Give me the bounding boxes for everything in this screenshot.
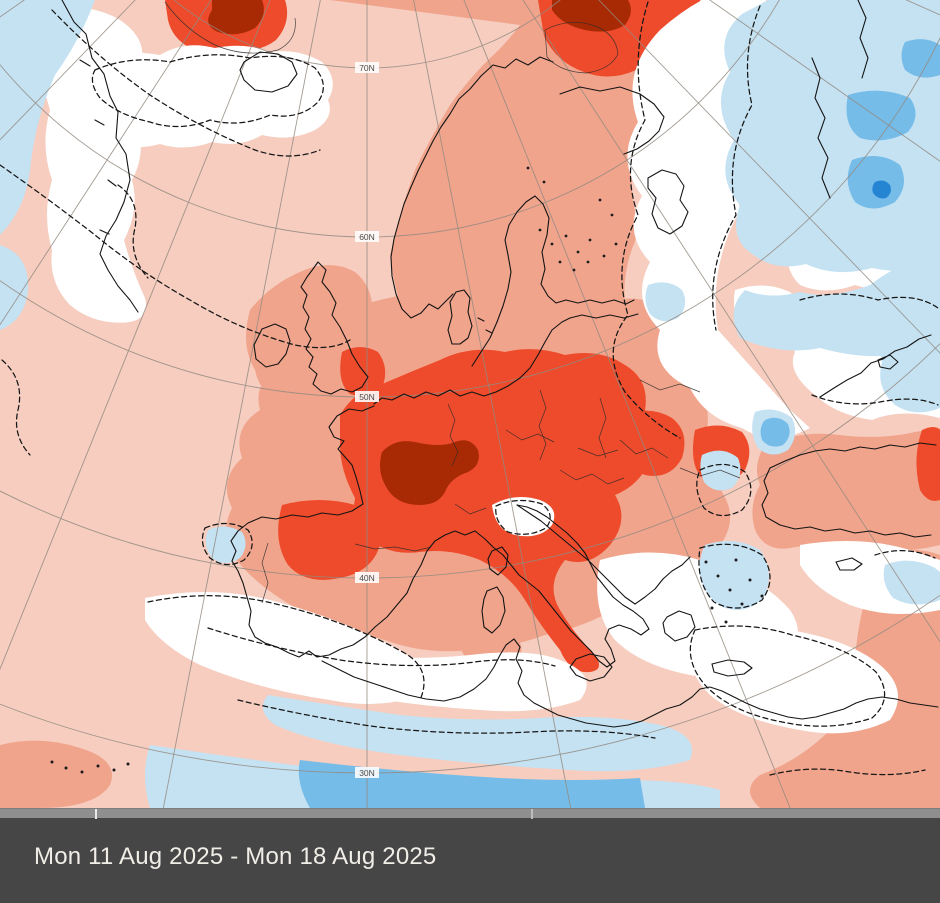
lake-island-specks	[50, 166, 764, 774]
timeline-marker	[531, 809, 533, 819]
svg-text:30N: 30N	[359, 768, 375, 778]
lat-label-60n: 60N	[355, 231, 379, 242]
country-borders	[164, 1, 741, 604]
coldest-spot-layer	[872, 180, 891, 199]
anomaly-contours	[0, 1, 939, 776]
svg-text:70N: 70N	[359, 63, 375, 73]
europe-temperature-anomaly-map: 70N 60N 50N 40N 30N	[0, 0, 940, 808]
lat-label-70n: 70N	[355, 62, 379, 73]
timeline-scrubber[interactable]	[0, 808, 940, 819]
coastlines	[61, 0, 939, 728]
lat-label-50n: 50N	[355, 391, 379, 402]
svg-text:50N: 50N	[359, 392, 375, 402]
lat-label-30n: 30N	[355, 767, 379, 778]
map-container: 70N 60N 50N 40N 30N	[0, 0, 940, 808]
svg-text:40N: 40N	[359, 573, 375, 583]
svg-text:60N: 60N	[359, 232, 375, 242]
date-range-label: Mon 11 Aug 2025 - Mon 18 Aug 2025	[34, 843, 437, 870]
latitude-labels: 70N 60N 50N 40N 30N	[355, 62, 379, 778]
lat-label-40n: 40N	[355, 572, 379, 583]
caption-bar: Mon 11 Aug 2025 - Mon 18 Aug 2025	[0, 818, 940, 903]
timeline-marker	[95, 809, 97, 819]
extreme-anomaly-layer	[208, 0, 631, 505]
